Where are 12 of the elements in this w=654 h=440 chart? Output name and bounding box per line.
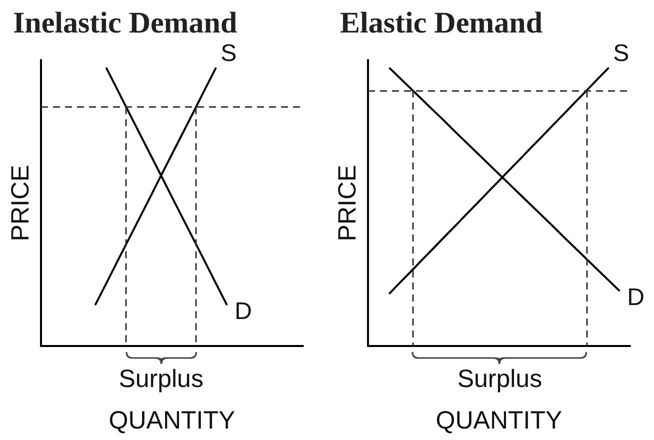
text: Surplus: [118, 365, 204, 394]
x-axis-title: QUANTITY: [108, 406, 236, 434]
series-label: D: [627, 284, 644, 311]
series-label: D: [234, 298, 252, 325]
y-axis-title: PRICE: [334, 164, 362, 242]
text: Surplus: [457, 365, 542, 394]
chart-title: Inelastic Demand: [13, 6, 238, 40]
y-axis-title: PRICE: [6, 164, 34, 242]
x-axis-title: QUANTITY: [436, 406, 563, 434]
series-label: S: [220, 40, 237, 67]
series-label: S: [613, 40, 630, 67]
chart-title: Elastic Demand: [340, 6, 543, 40]
